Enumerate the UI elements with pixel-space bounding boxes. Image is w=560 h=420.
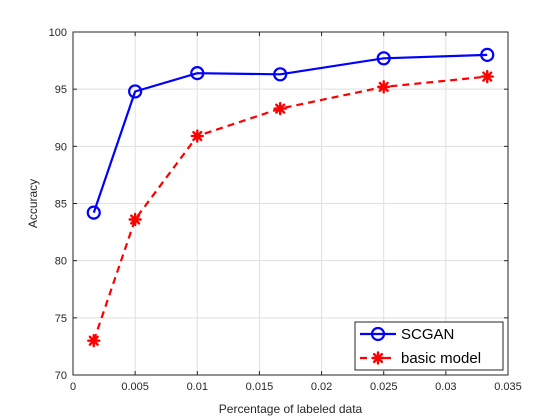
y-tick-label: 80 (55, 256, 67, 268)
x-tick-label: 0.015 (246, 381, 274, 393)
y-tick-label: 85 (55, 199, 67, 211)
y-tick-label: 100 (49, 27, 67, 39)
data-point-basic-model (273, 101, 287, 116)
x-tick-label: 0.01 (187, 381, 208, 393)
legend-label-basic-model: basic model (401, 350, 481, 367)
asterisk-stroke (275, 103, 286, 114)
legend-marker-scgan (370, 326, 386, 342)
legend-box (354, 321, 504, 371)
data-point-basic-model (190, 129, 204, 143)
data-point-basic-model (128, 212, 142, 227)
asterisk-stroke (130, 214, 141, 225)
data-point-scgan (376, 51, 391, 66)
asterisk-stroke (372, 352, 384, 364)
data-point-scgan (86, 205, 101, 220)
y-tick-label: 95 (55, 84, 67, 96)
asterisk-stroke (192, 130, 203, 142)
x-axis-title: Percentage of labeled data (219, 402, 363, 416)
legend-entries: SCGAN basic model (360, 326, 481, 367)
tick-layer: 0 0.005 0.01 0.015 0.02 0.025 0.03 0.035 70 75 80 8… (49, 27, 522, 393)
y-tick-label: 70 (55, 370, 67, 382)
legend-entry-scgan: SCGAN (360, 326, 454, 343)
series-line-scgan (92, 53, 488, 213)
y-tick-label: 75 (55, 313, 67, 325)
data-point-scgan (128, 84, 143, 99)
x-tick-label: 0.025 (370, 381, 398, 393)
series-layer (86, 47, 495, 348)
y-tick-label: 90 (55, 141, 67, 153)
legend-entry-basic-model: basic model (360, 350, 481, 367)
data-point-scgan (190, 66, 205, 81)
data-point-basic-model (87, 334, 101, 348)
data-point-scgan (480, 47, 495, 62)
y-axis-title: Accuracy (26, 179, 40, 228)
data-point-basic-model (377, 80, 391, 94)
series-basic-model (87, 69, 494, 348)
data-point-basic-model (480, 69, 494, 84)
legend-label-scgan: SCGAN (401, 326, 454, 343)
series-scgan (86, 47, 495, 220)
x-tick-label: 0.03 (435, 381, 456, 393)
x-tick-label: 0.02 (311, 381, 332, 393)
x-tick-label: 0.035 (494, 381, 522, 393)
data-point-scgan (273, 67, 288, 82)
x-tick-label: 0 (70, 381, 76, 393)
asterisk-stroke (378, 81, 389, 92)
legend: SCGAN basic model (354, 321, 504, 371)
x-tick-label: 0.005 (121, 381, 149, 393)
asterisk-stroke (482, 71, 493, 82)
legend-marker-basic-model (371, 351, 385, 365)
asterisk-stroke (88, 335, 99, 346)
